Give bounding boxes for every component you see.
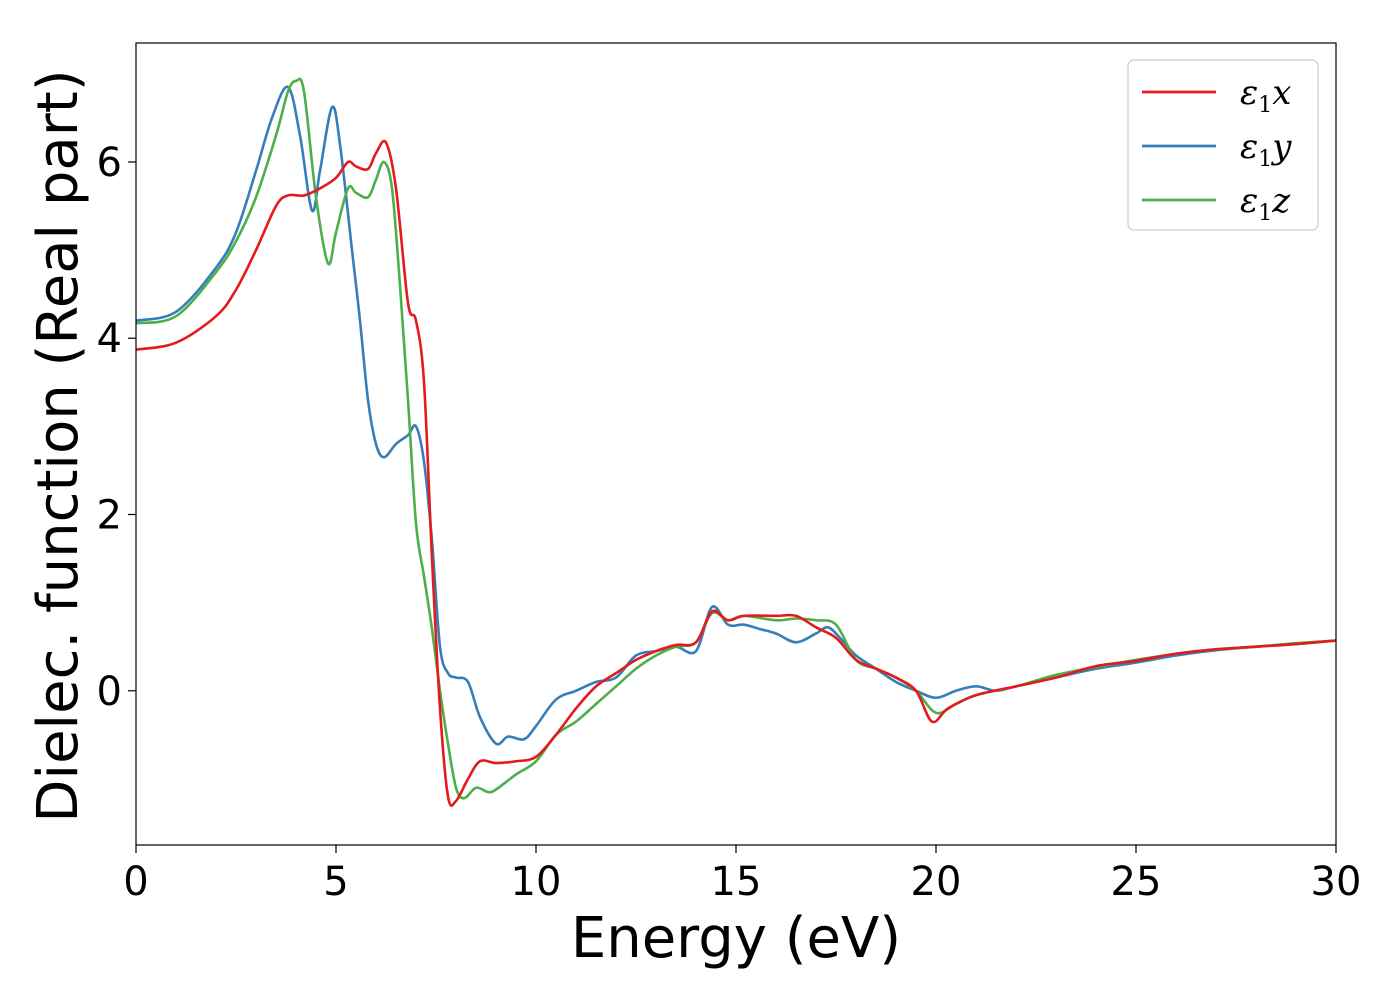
series-line-x: [136, 139, 1336, 807]
legend-subscript: 1: [1258, 93, 1272, 118]
plot-frame: [135, 42, 1337, 846]
legend-subscript: 1: [1258, 147, 1272, 172]
legend-subscript: 1: [1258, 201, 1272, 226]
legend-symbol: ε: [1240, 181, 1258, 221]
legend-axis-letter: x: [1272, 73, 1291, 113]
x-tick-label: 0: [123, 859, 148, 905]
x-axis-title: Energy (eV): [571, 906, 901, 971]
legend-label-z: ε1z: [1240, 181, 1291, 226]
legend-axis-letter: z: [1271, 181, 1291, 221]
y-tick-label: 2: [97, 493, 122, 539]
y-axis-title: Dielec. function (Real part): [26, 69, 91, 822]
legend-box: [1127, 59, 1319, 231]
x-tick-label: 5: [323, 859, 348, 905]
series-line-y: [136, 85, 1336, 746]
y-tick-label: 0: [97, 669, 122, 715]
x-tick-label: 15: [711, 859, 762, 905]
tick-group: 0 5 10 15 20 25 30 0 2 4 6: [97, 140, 1362, 905]
legend-label-y: ε1y: [1240, 127, 1292, 172]
legend-axis-letter: y: [1270, 127, 1292, 167]
y-tick-label: 4: [97, 316, 122, 362]
x-tick-label: 20: [911, 859, 962, 905]
x-tick-label: 25: [1111, 859, 1162, 905]
series-group: [136, 77, 1336, 807]
legend-symbol: ε: [1240, 73, 1258, 113]
x-tick-label: 10: [511, 859, 562, 905]
legend-symbol: ε: [1240, 127, 1258, 167]
legend-label-x: ε1x: [1240, 73, 1291, 118]
y-tick-label: 6: [97, 140, 122, 186]
x-tick-label: 30: [1311, 859, 1362, 905]
